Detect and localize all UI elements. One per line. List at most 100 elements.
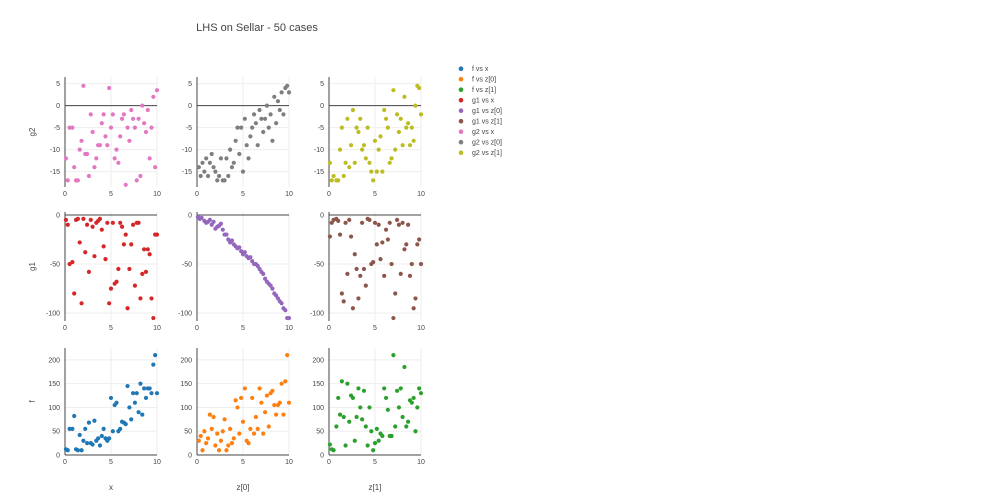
data-point[interactable] bbox=[356, 129, 361, 135]
data-point[interactable] bbox=[127, 138, 132, 143]
data-point[interactable] bbox=[270, 388, 275, 393]
data-point[interactable] bbox=[97, 143, 103, 148]
data-point[interactable] bbox=[345, 116, 350, 121]
data-point[interactable] bbox=[358, 273, 363, 278]
data-point[interactable] bbox=[237, 431, 242, 436]
data-point[interactable] bbox=[336, 395, 341, 401]
data-point[interactable] bbox=[350, 395, 356, 401]
data-point[interactable] bbox=[119, 116, 125, 121]
data-point[interactable] bbox=[140, 412, 145, 417]
data-point[interactable] bbox=[220, 429, 225, 434]
data-point[interactable] bbox=[101, 244, 106, 249]
data-point[interactable] bbox=[398, 271, 403, 276]
data-point[interactable] bbox=[70, 259, 75, 265]
data-point[interactable] bbox=[411, 138, 416, 143]
data-point[interactable] bbox=[264, 103, 270, 108]
data-point[interactable] bbox=[336, 218, 341, 223]
data-point[interactable] bbox=[103, 257, 108, 262]
data-point[interactable] bbox=[116, 266, 121, 272]
data-point[interactable] bbox=[147, 156, 152, 161]
data-point[interactable] bbox=[275, 99, 281, 104]
data-point[interactable] bbox=[79, 301, 84, 306]
data-point[interactable] bbox=[363, 156, 368, 161]
data-point[interactable] bbox=[101, 426, 106, 431]
data-point[interactable] bbox=[209, 151, 214, 157]
data-point[interactable] bbox=[90, 129, 95, 135]
data-point[interactable] bbox=[242, 116, 247, 121]
data-point[interactable] bbox=[358, 116, 363, 121]
data-point[interactable] bbox=[90, 442, 95, 447]
legend-item[interactable]: g2 vs z[1] bbox=[458, 150, 502, 157]
data-point[interactable] bbox=[356, 296, 361, 301]
data-point[interactable] bbox=[118, 426, 123, 431]
data-point[interactable] bbox=[409, 400, 414, 405]
data-point[interactable] bbox=[361, 388, 367, 393]
data-point[interactable] bbox=[75, 448, 80, 453]
data-point[interactable] bbox=[218, 156, 224, 161]
data-point[interactable] bbox=[257, 107, 262, 113]
data-point[interactable] bbox=[266, 424, 271, 429]
data-point[interactable] bbox=[224, 232, 229, 237]
data-point[interactable] bbox=[382, 273, 387, 278]
data-point[interactable] bbox=[142, 121, 147, 126]
data-point[interactable] bbox=[239, 395, 244, 401]
data-point[interactable] bbox=[400, 414, 405, 420]
data-point[interactable] bbox=[200, 448, 205, 453]
data-point[interactable] bbox=[341, 414, 346, 420]
data-point[interactable] bbox=[396, 405, 402, 410]
data-point[interactable] bbox=[142, 386, 147, 391]
data-point[interactable] bbox=[229, 165, 235, 170]
data-point[interactable] bbox=[96, 436, 101, 441]
data-point[interactable] bbox=[65, 178, 70, 183]
data-point[interactable] bbox=[389, 433, 394, 439]
data-point[interactable] bbox=[123, 182, 128, 187]
data-point[interactable] bbox=[79, 138, 84, 143]
data-point[interactable] bbox=[277, 107, 282, 113]
data-point[interactable] bbox=[365, 125, 370, 130]
data-point[interactable] bbox=[205, 173, 211, 179]
data-point[interactable] bbox=[75, 178, 80, 183]
data-point[interactable] bbox=[374, 242, 379, 247]
data-point[interactable] bbox=[253, 414, 258, 420]
data-point[interactable] bbox=[251, 431, 257, 436]
data-point[interactable] bbox=[226, 173, 231, 179]
data-point[interactable] bbox=[391, 315, 396, 321]
legend-item[interactable]: f vs z[1] bbox=[458, 87, 496, 94]
data-point[interactable] bbox=[272, 94, 277, 99]
data-point[interactable] bbox=[266, 125, 271, 130]
data-point[interactable] bbox=[88, 217, 93, 222]
data-point[interactable] bbox=[149, 296, 154, 301]
data-point[interactable] bbox=[198, 173, 203, 179]
data-point[interactable] bbox=[283, 379, 288, 384]
data-point[interactable] bbox=[218, 221, 224, 226]
data-point[interactable] bbox=[400, 143, 405, 148]
data-point[interactable] bbox=[248, 255, 253, 260]
data-point[interactable] bbox=[216, 173, 222, 179]
data-point[interactable] bbox=[116, 160, 121, 165]
data-point[interactable] bbox=[202, 429, 207, 434]
data-point[interactable] bbox=[207, 217, 212, 222]
data-point[interactable] bbox=[253, 121, 258, 126]
data-point[interactable] bbox=[114, 400, 119, 405]
data-point[interactable] bbox=[237, 151, 242, 157]
data-point[interactable] bbox=[341, 173, 346, 179]
data-point[interactable] bbox=[211, 165, 216, 170]
data-point[interactable] bbox=[343, 220, 348, 225]
data-point[interactable] bbox=[394, 388, 400, 393]
data-point[interactable] bbox=[81, 216, 86, 221]
data-point[interactable] bbox=[371, 448, 376, 453]
data-point[interactable] bbox=[107, 301, 112, 306]
data-point[interactable] bbox=[105, 220, 110, 225]
data-point[interactable] bbox=[327, 234, 333, 239]
data-point[interactable] bbox=[118, 134, 123, 139]
legend-item[interactable]: f vs x bbox=[458, 66, 489, 73]
data-point[interactable] bbox=[347, 419, 352, 424]
data-point[interactable] bbox=[348, 143, 354, 148]
data-point[interactable] bbox=[262, 116, 268, 121]
data-point[interactable] bbox=[220, 227, 225, 232]
data-point[interactable] bbox=[202, 169, 207, 174]
data-point[interactable] bbox=[354, 266, 359, 272]
legend[interactable]: f vs x f vs z[0] f vs z[1] g1 vs x g1 vs z[0… bbox=[458, 66, 502, 157]
data-point[interactable] bbox=[72, 165, 77, 170]
data-point[interactable] bbox=[279, 381, 284, 386]
